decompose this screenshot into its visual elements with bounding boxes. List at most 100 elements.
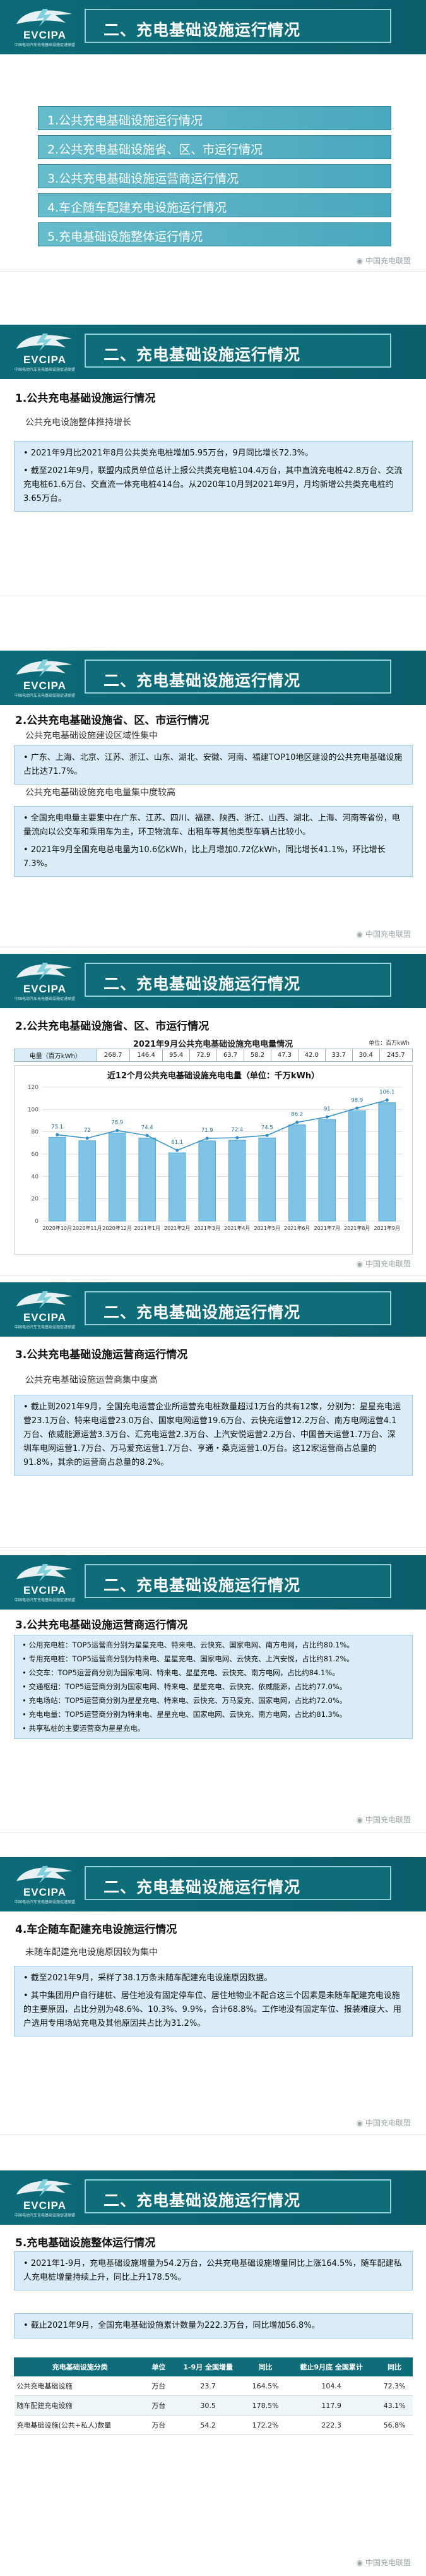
info-box-1: • 广东、上海、北京、江苏、浙江、山东、湖北、安徽、河南、福建TOP10地区建设… (14, 745, 413, 785)
section-heading: 4.车企随车配建充电设施运行情况 (15, 1923, 177, 1936)
table-cell: 245.7 (379, 1049, 413, 1062)
table-row: 随车配建充电设施 万台 30.5 178.5% 117.9 43.1% (14, 2395, 413, 2416)
table-cell: 30.5 (171, 2395, 245, 2416)
slide-agenda: EVCIPA 中国电动汽车充电基础设施促进联盟 二、充电基础设施运行情况 1.公… (0, 0, 426, 272)
slide-operator-types: EVCIPA 中国电动汽车充电基础设施促进联盟 二、充电基础设施运行情况 3.公… (0, 1555, 426, 1833)
info-box: • 截止到2021年9月，全国充电运营企业所运营充电桩数量超过1万台的共有12家… (14, 1395, 413, 1476)
watermark: 中国充电联盟 (357, 255, 411, 266)
bar (318, 1119, 336, 1222)
x-tick-label: 2021年9月 (374, 1225, 400, 1231)
table-cell: 30.4 (352, 1049, 380, 1062)
x-tick-label: 2021年4月 (224, 1225, 250, 1231)
table-cell: 42.0 (297, 1049, 326, 1062)
data-label: 106.1 (379, 1090, 394, 1096)
watermark: 中国充电联盟 (357, 929, 411, 939)
evcipa-logo: EVCIPA 中国电动汽车充电基础设施促进联盟 (8, 1862, 82, 1908)
section-heading: 2.公共充电基础设施省、区、市运行情况 (15, 1020, 210, 1033)
section-title-box: 二、充电基础设施运行情况 (85, 1564, 391, 1598)
y-tick-label: 60 (32, 1152, 39, 1158)
table-cell: 268.7 (96, 1049, 130, 1062)
data-label: 74.5 (261, 1124, 273, 1131)
slide-operators: EVCIPA 中国电动汽车充电基础设施促进联盟 二、充电基础设施运行情况 3.公… (0, 1282, 426, 1548)
table-cell: 23.7 (171, 2376, 245, 2396)
bar (138, 1138, 157, 1222)
data-label: 98.9 (351, 1097, 363, 1104)
table-row: 充电基础设施(公共+私人)数量 万台 54.2 172.2% 222.3 56.8% (14, 2415, 413, 2435)
summary-table-wrap: 充电基础设施分类 单位 1-9月 全国增量 同比 截止9月底 全国累计 同比 公共充电基础… (0, 2357, 426, 2484)
header-band: EVCIPA 中国电动汽车充电基础设施促进联盟 二、充电基础设施运行情况 (0, 0, 426, 54)
x-tick-label: 2021年1月 (134, 1225, 160, 1231)
bar (198, 1140, 216, 1222)
table-cell: 72.3% (376, 2376, 413, 2396)
table-title: 2021年9月公共充电基础设施充电电量情况 (133, 1040, 293, 1049)
section-title-box: 二、充电基础设施运行情况 (85, 9, 391, 43)
header-band: EVCIPA 中国电动汽车充电基础设施促进联盟 二、充电基础设施运行情况 (0, 1282, 426, 1337)
x-tick-label: 2020年11月 (73, 1225, 102, 1231)
agenda-item-3[interactable]: 3.公共充电基础设施运营商运行情况 (38, 164, 391, 188)
section-title: 二、充电基础设施运行情况 (104, 21, 301, 39)
chart-title: 近12个月公共充电基础设施充电电量（单位：千万kWh） (107, 1071, 319, 1081)
trend-point (355, 1106, 359, 1110)
table-unit: 单位：百万kWh (369, 1040, 410, 1047)
bar (228, 1140, 246, 1222)
bar (348, 1110, 366, 1222)
x-tick-label: 2021年2月 (164, 1225, 190, 1231)
trend-point (56, 1133, 59, 1136)
section-title-box: 二、充电基础设施运行情况 (85, 1291, 391, 1325)
evcipa-logo: EVCIPA 中国电动汽车充电基础设施促进联盟 (8, 959, 82, 1004)
y-tick-label: 80 (32, 1129, 39, 1136)
table-cell: 178.5% (244, 2395, 287, 2416)
bar (108, 1133, 126, 1222)
section-title-box: 二、充电基础设施运行情况 (85, 1866, 391, 1900)
slide-oem-charging: EVCIPA 中国电动汽车充电基础设施促进联盟 二、充电基础设施运行情况 4.车… (0, 1857, 426, 2135)
table-cell: 万台 (145, 2376, 172, 2396)
agenda-item-2[interactable]: 2.公共充电基础设施省、区、市运行情况 (38, 135, 391, 159)
info-box: • 2021年9月比2021年8月公共类充电桩增加5.95万台，9月同比增长72… (14, 441, 413, 512)
agenda-item-4[interactable]: 4.车企随车配建充电设施运行情况 (38, 193, 391, 217)
info-box: • 公用充电桩：TOP5运营商分别为星星充电、特来电、云快充、国家电网、南方电网… (14, 1635, 413, 1739)
section-heading: 5.充电基础设施整体运行情况 (15, 2237, 156, 2249)
table-cell: 172.2% (244, 2415, 287, 2435)
trend-point (175, 1148, 179, 1152)
x-tick-label: 2021年8月 (344, 1225, 370, 1231)
column-header: 充电基础设施分类 (13, 2357, 146, 2376)
y-tick-label: 100 (28, 1107, 38, 1113)
table-cell: 117.9 (286, 2395, 377, 2416)
info-box-2: • 截止2021年9月，全国充电基础设施累计数量为222.3万台，同比增加56.… (14, 2313, 413, 2338)
agenda-item-1[interactable]: 1.公共充电基础设施运行情况 (38, 106, 391, 130)
data-label: 72.4 (231, 1127, 243, 1133)
y-tick-label: 0 (35, 1219, 38, 1225)
y-tick-label: 20 (32, 1196, 39, 1203)
data-label: 86.2 (291, 1112, 303, 1118)
y-tick-label: 40 (32, 1174, 39, 1180)
table-cell: 146.4 (129, 1049, 163, 1062)
agenda-item-5[interactable]: 5.充电基础设施整体运行情况 (38, 222, 391, 246)
table-cell: 56.8% (376, 2415, 413, 2435)
column-header: 1-9月 全国增量 (171, 2357, 246, 2376)
watermark: 中国充电联盟 (357, 1258, 411, 1269)
table-row: 公共充电基础设施 万台 23.7 164.5% 104.4 72.3% (14, 2376, 413, 2396)
bar (378, 1102, 396, 1222)
table-cell: 万台 (145, 2415, 172, 2435)
bar-chart: 近12个月公共充电基础设施充电电量（单位：千万kWh） 0 20 40 60 80 100 1… (28, 1071, 402, 1231)
section-heading: 3.公共充电基础设施运营商运行情况 (15, 1619, 188, 1632)
table-cell: 72.9 (189, 1049, 218, 1062)
table-cell: 95.4 (162, 1049, 191, 1062)
section-heading: 2.公共充电基础设施省、区、市运行情况 (15, 714, 210, 727)
summary-table: 充电基础设施分类 单位 1-9月 全国增量 同比 截止9月底 全国累计 同比 公共充电基础… (13, 2357, 413, 2435)
bar (78, 1140, 97, 1222)
trend-point (235, 1136, 239, 1140)
evcipa-logo: EVCIPA 中国电动汽车充电基础设施促进联盟 (8, 656, 82, 701)
bar (168, 1152, 186, 1222)
evcipa-logo: EVCIPA 中国电动汽车充电基础设施促进联盟 (8, 330, 82, 375)
header-band: EVCIPA 中国电动汽车充电基础设施促进联盟 二、充电基础设施运行情况 (0, 1857, 426, 1911)
trend-point (115, 1129, 119, 1133)
table-cell: 公共充电基础设施 (14, 2376, 146, 2396)
section-heading: 1.公共充电基础设施运行情况 (15, 392, 156, 405)
table-cell: 充电基础设施(公共+私人)数量 (14, 2415, 146, 2435)
slide-province-chart: EVCIPA 中国电动汽车充电基础设施促进联盟 二、充电基础设施运行情况 2.公… (0, 954, 426, 1276)
evcipa-logo: EVCIPA 中国电动汽车充电基础设施促进联盟 (8, 1560, 82, 1606)
data-label: 78.9 (111, 1120, 123, 1126)
trend-line (57, 1099, 388, 1151)
header-band: EVCIPA 中国电动汽车充电基础设施促进联盟 二、充电基础设施运行情况 (0, 651, 426, 705)
